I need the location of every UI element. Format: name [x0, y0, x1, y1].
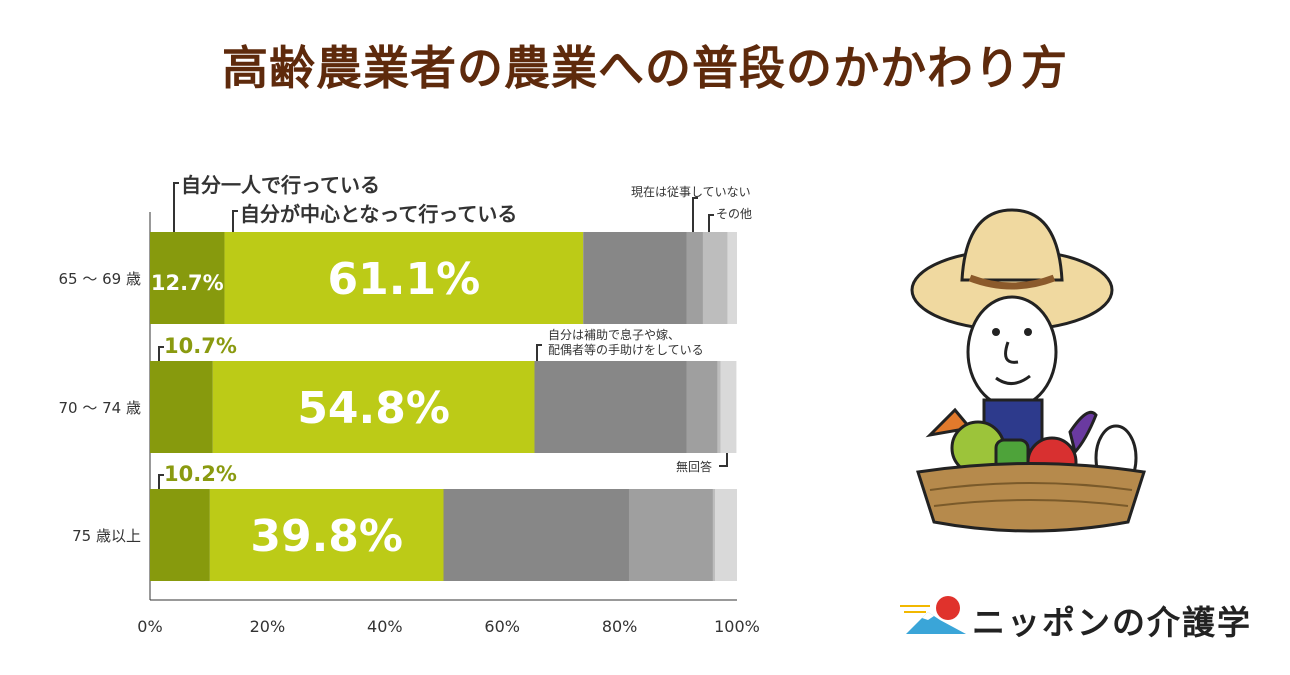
bar-segment [150, 232, 225, 324]
data-label: 61.1% [328, 254, 481, 305]
legend-label: 無回答 [676, 459, 712, 474]
logo-text: ニッポンの介護学 [972, 603, 1252, 642]
legend-callout-line [692, 197, 698, 232]
bar-segment [224, 232, 584, 324]
bar-segment [717, 361, 721, 453]
bar-segment [209, 489, 444, 581]
bar-segment [628, 489, 713, 581]
bar-segment [534, 361, 687, 453]
x-tick-label: 20% [250, 617, 286, 636]
bar-segment [727, 232, 737, 324]
legend-callout-line [173, 182, 179, 232]
category-label: 65 〜 69 歳 [59, 270, 141, 288]
category-label: 70 〜 74 歳 [59, 399, 141, 417]
data-label: 12.7% [151, 271, 224, 295]
farmer-with-vegetables-illustration [910, 208, 1146, 533]
data-label: 10.7% [164, 334, 237, 358]
bar-segment [686, 361, 718, 453]
bar-segment [686, 232, 703, 324]
legend-callout-line [536, 344, 542, 361]
x-tick-label: 40% [367, 617, 403, 636]
legend-label: 配偶者等の手助けをしている [548, 343, 704, 357]
legend-callout-line [708, 214, 714, 232]
data-label: 10.2% [164, 462, 237, 486]
x-tick-label: 100% [714, 617, 760, 636]
legend-label: 自分一人で行っている [181, 173, 380, 197]
bar-segment [443, 489, 629, 581]
data-label: 54.8% [297, 383, 450, 434]
bar-segment [712, 489, 716, 581]
legend-label: 現在は従事していない [631, 185, 751, 199]
legend-callout-line [719, 453, 728, 467]
legend-callout-line [232, 210, 238, 232]
mount-fuji-sun-icon [900, 596, 966, 634]
bar-segment [720, 361, 737, 453]
bar-segment [583, 232, 687, 324]
data-label-bracket [158, 346, 164, 361]
bar-segment [212, 361, 535, 453]
x-tick-label: 0% [137, 617, 162, 636]
bar-segment [150, 489, 210, 581]
bar-segment [715, 489, 737, 581]
x-tick-label: 60% [484, 617, 520, 636]
site-logo: ニッポンの介護学 [900, 588, 1260, 648]
legend-label: 自分が中心となって行っている [240, 202, 517, 226]
data-label-bracket [158, 474, 164, 489]
category-label: 75 歳以上 [72, 527, 141, 545]
bar-segment [150, 361, 213, 453]
legend-label: 自分は補助で息子や嫁、 [548, 327, 680, 342]
legend-label: その他 [716, 207, 752, 221]
data-label: 39.8% [250, 511, 403, 562]
bar-segment [702, 232, 728, 324]
x-tick-label: 80% [602, 617, 638, 636]
chart-title: 高齢農業者の農業への普段のかかわり方 [222, 41, 1068, 95]
